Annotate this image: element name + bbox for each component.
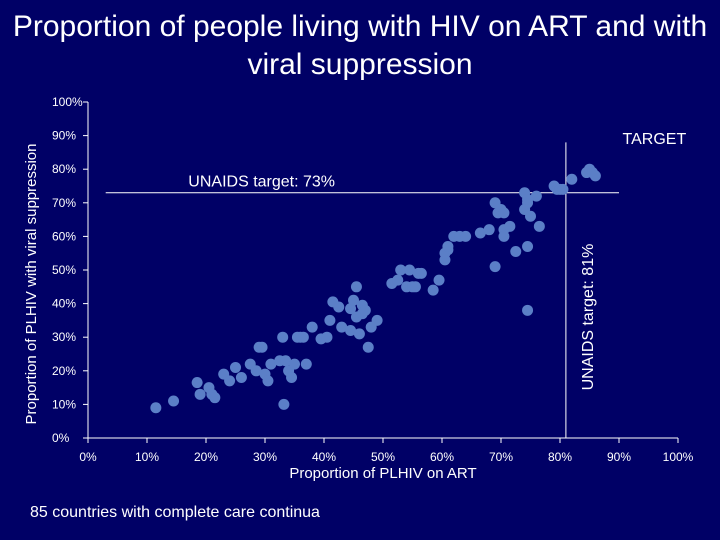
- data-point: [504, 220, 516, 232]
- y-tick-label: 0%: [52, 431, 70, 445]
- data-point: [530, 190, 542, 202]
- x-tick-label: 20%: [194, 450, 218, 464]
- data-point: [256, 341, 268, 353]
- data-point: [168, 395, 180, 407]
- data-point: [442, 240, 454, 252]
- x-tick-label: 90%: [607, 450, 631, 464]
- x-tick-label: 40%: [312, 450, 336, 464]
- data-point: [427, 284, 439, 296]
- data-point: [277, 331, 289, 343]
- data-point: [415, 267, 427, 279]
- y-tick-label: 80%: [52, 162, 76, 176]
- data-points: [150, 163, 601, 414]
- y-tick-label: 20%: [52, 364, 76, 378]
- data-point: [150, 402, 162, 414]
- data-point: [350, 281, 362, 293]
- reference-lines: [105, 142, 619, 438]
- data-point: [250, 365, 262, 377]
- x-tick-label: 100%: [663, 450, 694, 464]
- data-point: [362, 341, 374, 353]
- data-point: [589, 170, 601, 182]
- data-point: [522, 304, 534, 316]
- data-point: [404, 264, 416, 276]
- y-tick-label: 50%: [52, 263, 76, 277]
- data-point: [297, 331, 309, 343]
- data-point: [392, 274, 404, 286]
- data-point: [498, 230, 510, 242]
- y-axis-title: Proportion of PLHIV with viral suppressi…: [23, 144, 40, 425]
- data-point: [278, 398, 290, 410]
- x-tick-label: 70%: [489, 450, 513, 464]
- y-tick-label: 90%: [52, 129, 76, 143]
- data-point: [498, 207, 510, 219]
- data-point: [371, 314, 383, 326]
- data-point: [194, 388, 206, 400]
- data-point: [460, 230, 472, 242]
- data-point: [300, 358, 312, 370]
- data-point: [395, 264, 407, 276]
- data-point: [230, 361, 241, 373]
- data-point: [348, 294, 359, 306]
- data-point: [533, 220, 545, 232]
- x-tick-label: 50%: [371, 450, 395, 464]
- data-point: [489, 261, 501, 273]
- x-axis-title: Proportion of PLHIV on ART: [289, 465, 476, 482]
- x-tick-label: 0%: [79, 450, 97, 464]
- y-tick-label: 30%: [52, 330, 76, 344]
- data-point: [262, 375, 274, 387]
- data-point: [209, 392, 221, 404]
- data-point: [324, 314, 336, 326]
- data-point: [483, 224, 495, 236]
- x-tick-label: 60%: [430, 450, 454, 464]
- y-tick-label: 10%: [52, 397, 76, 411]
- data-point: [336, 321, 348, 333]
- chart-title: Proportion of people living with HIV on …: [12, 10, 708, 81]
- x-tick-label: 10%: [135, 450, 159, 464]
- data-point: [522, 240, 534, 252]
- axes: [83, 101, 679, 443]
- x-tick-label: 30%: [253, 450, 277, 464]
- annotations: UNAIDS target: 73% UNAIDS target: 81% TARG…: [23, 131, 686, 482]
- data-point: [409, 281, 421, 293]
- data-point: [525, 210, 536, 222]
- x-target-label: UNAIDS target: 81%: [580, 244, 597, 391]
- y-target-label: UNAIDS target: 73%: [188, 174, 335, 191]
- target-label: TARGET: [623, 131, 687, 148]
- data-point: [566, 173, 578, 185]
- data-point: [474, 227, 486, 239]
- data-point: [235, 372, 247, 384]
- data-point: [433, 274, 445, 286]
- data-point: [345, 303, 357, 315]
- footnote: 85 countries with complete care continua: [30, 504, 320, 521]
- data-point: [353, 328, 365, 340]
- data-point: [191, 377, 203, 389]
- data-point: [522, 193, 534, 205]
- data-point: [359, 304, 371, 316]
- data-point: [333, 301, 345, 313]
- data-point: [265, 358, 277, 370]
- y-tick-label: 60%: [52, 229, 76, 243]
- data-point: [321, 331, 333, 343]
- data-point: [289, 358, 300, 370]
- data-point: [286, 372, 298, 384]
- data-point: [557, 183, 569, 195]
- data-point: [345, 324, 357, 336]
- tick-labels: 0% 10% 20% 30% 40% 50% 60% 70% 80% 90% 100% 0% 10% 20…: [52, 95, 694, 464]
- y-tick-label: 100%: [52, 95, 83, 109]
- y-tick-label: 40%: [52, 297, 76, 311]
- data-point: [306, 321, 318, 333]
- data-point: [280, 355, 292, 367]
- x-tick-label: 80%: [548, 450, 572, 464]
- data-point: [224, 375, 236, 387]
- y-tick-label: 70%: [52, 196, 76, 210]
- data-point: [510, 246, 522, 258]
